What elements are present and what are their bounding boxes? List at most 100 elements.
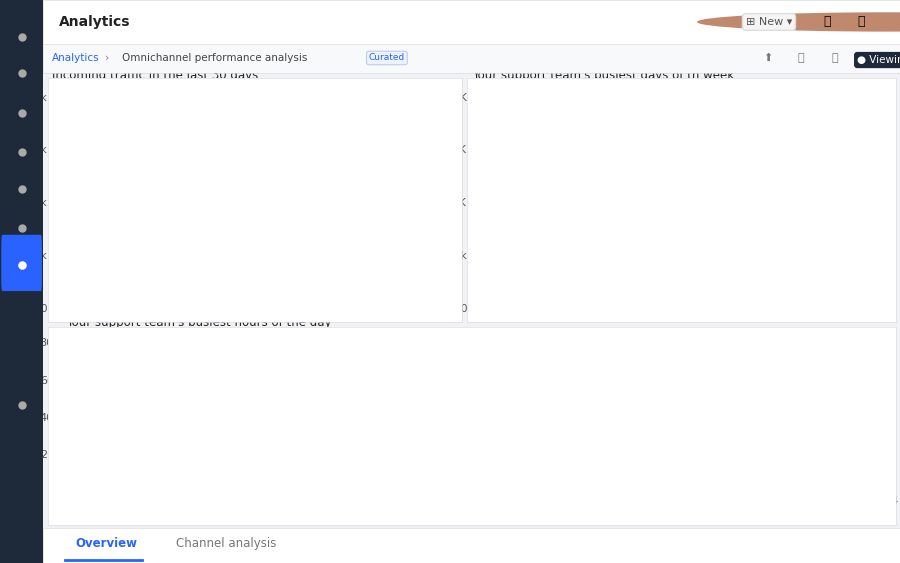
Calls resolved [817, 412, 828, 418]
Calls resolved [610, 416, 621, 423]
Chats resolved [748, 376, 759, 383]
Calls resolved [576, 415, 587, 422]
Bar [855, 254, 870, 307]
Tickets received [60, 484, 71, 490]
Tickets received [714, 459, 724, 466]
Tickets received [782, 447, 793, 454]
Bar [506, 186, 521, 307]
Text: 🔍: 🔍 [823, 15, 831, 29]
Bar [673, 160, 689, 307]
Text: Your support team's busiest days of th week: Your support team's busiest days of th w… [472, 69, 734, 82]
Tickets received [129, 485, 140, 492]
Text: Incoming traffic in the last 30 days: Incoming traffic in the last 30 days [52, 69, 258, 82]
Tickets received [748, 451, 759, 458]
Chats resolved [438, 422, 449, 428]
Calls resolved [438, 430, 449, 437]
Chats resolved [198, 478, 209, 485]
Calls resolved [301, 479, 311, 485]
Calls resolved [542, 390, 553, 397]
Bar [491, 251, 506, 307]
Text: Curated: Curated [369, 53, 405, 62]
Tickets received [164, 486, 175, 493]
Bar [633, 252, 647, 307]
Calls resolved [748, 401, 759, 408]
Tickets received [438, 460, 449, 467]
Chats resolved [370, 437, 381, 444]
Chats resolved [60, 482, 71, 489]
Calls resolved [714, 406, 724, 413]
Bar [546, 287, 562, 307]
Chats resolved [542, 378, 553, 385]
Line: Calls resolved: Calls resolved [64, 385, 893, 490]
Bar [381, 252, 431, 307]
Legend: Tickets received, Chats resolved, Calls resolved: Tickets received, Chats resolved, Calls … [779, 338, 886, 384]
Text: 🔔: 🔔 [857, 15, 865, 29]
Calls resolved [851, 414, 862, 421]
Calls resolved [336, 454, 346, 461]
Tickets received [645, 427, 656, 434]
Chats resolved [782, 370, 793, 377]
Bar [617, 203, 633, 307]
Chats resolved [266, 478, 277, 485]
Calls resolved [508, 412, 518, 418]
Calls resolved [164, 485, 175, 492]
Calls resolved [782, 383, 793, 390]
Text: Analytics: Analytics [52, 53, 99, 63]
Calls resolved [198, 484, 209, 491]
Bar [330, 230, 381, 307]
Text: ⊞ New ▾: ⊞ New ▾ [746, 17, 792, 27]
Calls resolved [680, 407, 690, 414]
Line: Chats resolved: Chats resolved [64, 371, 893, 488]
Legend: Tickets, Chats, Calls: Tickets, Chats, Calls [392, 91, 445, 136]
Chats resolved [851, 401, 862, 408]
Text: ⬆: ⬆ [763, 53, 772, 63]
Chats resolved [508, 412, 518, 418]
Bar [825, 281, 840, 307]
FancyBboxPatch shape [1, 235, 42, 291]
Tickets received [886, 473, 896, 480]
Bar [562, 222, 577, 307]
Bar [743, 239, 759, 307]
Calls resolved [129, 484, 140, 491]
Tickets received [472, 450, 483, 457]
Chats resolved [301, 481, 311, 488]
Chats resolved [886, 425, 896, 431]
Bar [770, 287, 785, 307]
Text: 📅: 📅 [797, 53, 804, 63]
Tickets received [817, 460, 828, 467]
Text: ⬛: ⬛ [832, 53, 838, 63]
Tickets received [94, 484, 105, 491]
Calls resolved [645, 390, 656, 397]
Text: ● Viewing: ● Viewing [857, 55, 900, 65]
Bar [688, 181, 703, 307]
Chats resolved [472, 423, 483, 430]
Calls resolved [472, 427, 483, 434]
Tickets received [576, 436, 587, 443]
Bar [521, 216, 536, 307]
Chats resolved [817, 394, 828, 401]
Chats resolved [680, 401, 690, 408]
Bar [799, 275, 815, 307]
Bar [171, 186, 221, 307]
Tickets received [370, 470, 381, 476]
Chats resolved [645, 400, 656, 406]
Tickets received [198, 486, 209, 493]
Chats resolved [94, 481, 105, 488]
Chats resolved [610, 408, 621, 414]
Bar [714, 275, 729, 307]
Legend: Tickets, Chats, Calls: Tickets, Chats, Calls [831, 91, 884, 136]
Tickets received [266, 486, 277, 493]
Calls resolved [60, 484, 71, 491]
Text: ›: › [105, 53, 109, 63]
Chats resolved [336, 451, 346, 458]
Calls resolved [370, 454, 381, 461]
Bar [840, 219, 855, 307]
Calls resolved [266, 484, 277, 491]
Tickets received [680, 439, 690, 445]
Bar [658, 242, 673, 307]
Calls resolved [94, 485, 105, 492]
Text: Channel analysis: Channel analysis [176, 537, 276, 550]
Tickets received [508, 443, 518, 450]
Chats resolved [576, 409, 587, 415]
Text: Analytics: Analytics [58, 15, 130, 29]
